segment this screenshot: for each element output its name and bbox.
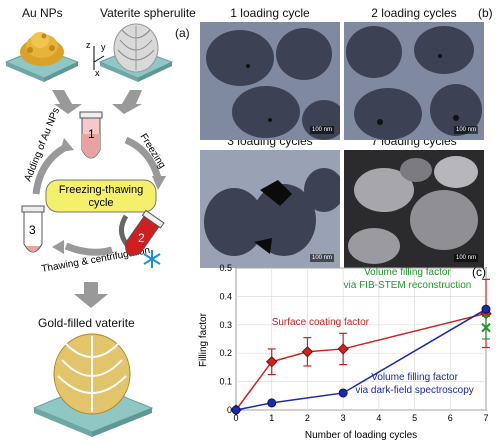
annotation-surface-coating: Surface coating factor (272, 317, 370, 328)
result-label: Gold-filled vaterite (38, 316, 135, 330)
scale-2: 100 nm (453, 126, 478, 134)
tube-1-icon (79, 111, 103, 159)
point-1-2 (338, 388, 348, 398)
tube-3-number: 3 (29, 223, 36, 237)
tube-2-icon (119, 209, 165, 256)
tile-1-title: 1 loading cycle (230, 6, 310, 20)
annotation-fib-2: via FIB-STEM reconstruction (344, 280, 472, 291)
y-tick-label-3: 0.3 (219, 320, 232, 330)
arrow-result-icon (74, 282, 108, 308)
x-tick-label-1: 1 (269, 413, 274, 423)
panel-b-letter: (b) (478, 6, 493, 20)
tem-image-1: 100 nm (200, 22, 340, 140)
annotation-darkfield-1: Volume filling factor (371, 372, 458, 383)
arrow-down-icon (52, 90, 142, 114)
x-axis-label: Number of loading cycles (305, 430, 417, 441)
tube-2-number: 2 (138, 231, 145, 245)
plot-area: 0 0.1 0.2 0.3 0.4 0.5 0 1 2 3 4 5 6 7 (219, 263, 492, 423)
x-tick-label-0: 0 (233, 413, 238, 423)
tube-1-number: 1 (88, 127, 95, 141)
y-axis-label: Filling factor (198, 312, 209, 367)
y-tick-label-0: 0 (227, 405, 232, 415)
tem-image-2: 100 nm (344, 22, 484, 140)
axis-y: y (101, 42, 106, 52)
x-tick-label-4: 4 (376, 413, 381, 423)
y-tick-label-5: 0.5 (219, 263, 232, 273)
cycle-box (45, 179, 157, 213)
x-tick-label-3: 3 (341, 413, 346, 423)
point-0-2 (301, 346, 314, 358)
au-nps-label: Au NPs (22, 6, 63, 20)
annotation-fib-1: Volume filling factor (364, 267, 451, 278)
point-0-1 (266, 356, 278, 368)
panel-a-illustration: z y x 1 Freezing-thawing cycle Adding of… (4, 23, 174, 437)
y-tick-label-1: 0.1 (219, 377, 232, 387)
gold-vaterite-icon (32, 333, 154, 437)
panel-c-letter: (c) (472, 265, 486, 279)
point-1-0 (231, 405, 241, 415)
x-tick-label-2: 2 (305, 413, 310, 423)
point-1-3 (481, 304, 491, 314)
x-tick-label-7: 7 (483, 413, 488, 423)
x-tick-label-5: 5 (412, 413, 417, 423)
scale-1: 100 nm (309, 126, 334, 134)
axes-icon (93, 46, 105, 70)
axis-z: z (86, 40, 91, 50)
tube-3-icon (21, 205, 45, 253)
au-nps-slab-icon (4, 32, 80, 82)
panel-a-letter: (a) (175, 26, 190, 40)
y-tick-label-4: 0.4 (219, 291, 232, 301)
series-line-1 (235, 308, 487, 411)
axis-x: x (95, 68, 100, 78)
annotation-darkfield-2: via dark-field spectroscopy (355, 385, 473, 396)
snowflake-icon (143, 250, 161, 268)
cycle-label-1: Freezing-thawing (59, 184, 143, 196)
y-tick-label-2: 0.2 (219, 348, 232, 358)
vaterite-slab-icon (98, 23, 174, 82)
point-0-3 (337, 343, 349, 355)
tem-image-3: 100 nm (200, 150, 340, 268)
point-2-0-b (481, 322, 491, 333)
tem-image-4: 100 nm (344, 150, 484, 268)
filling-factor-chart: 00.10.20.30.40.50 1 2 3 4 5 6 7 Filling factor … (198, 263, 492, 441)
tile-2-title: 2 loading cycles (371, 6, 457, 20)
scale-4: 100 nm (453, 254, 478, 262)
cycle-label-2: cycle (88, 197, 113, 209)
point-1-1 (267, 398, 277, 408)
vaterite-label: Vaterite spherulite (100, 6, 196, 20)
scale-3: 100 nm (309, 254, 334, 262)
x-tick-label-6: 6 (448, 413, 453, 423)
